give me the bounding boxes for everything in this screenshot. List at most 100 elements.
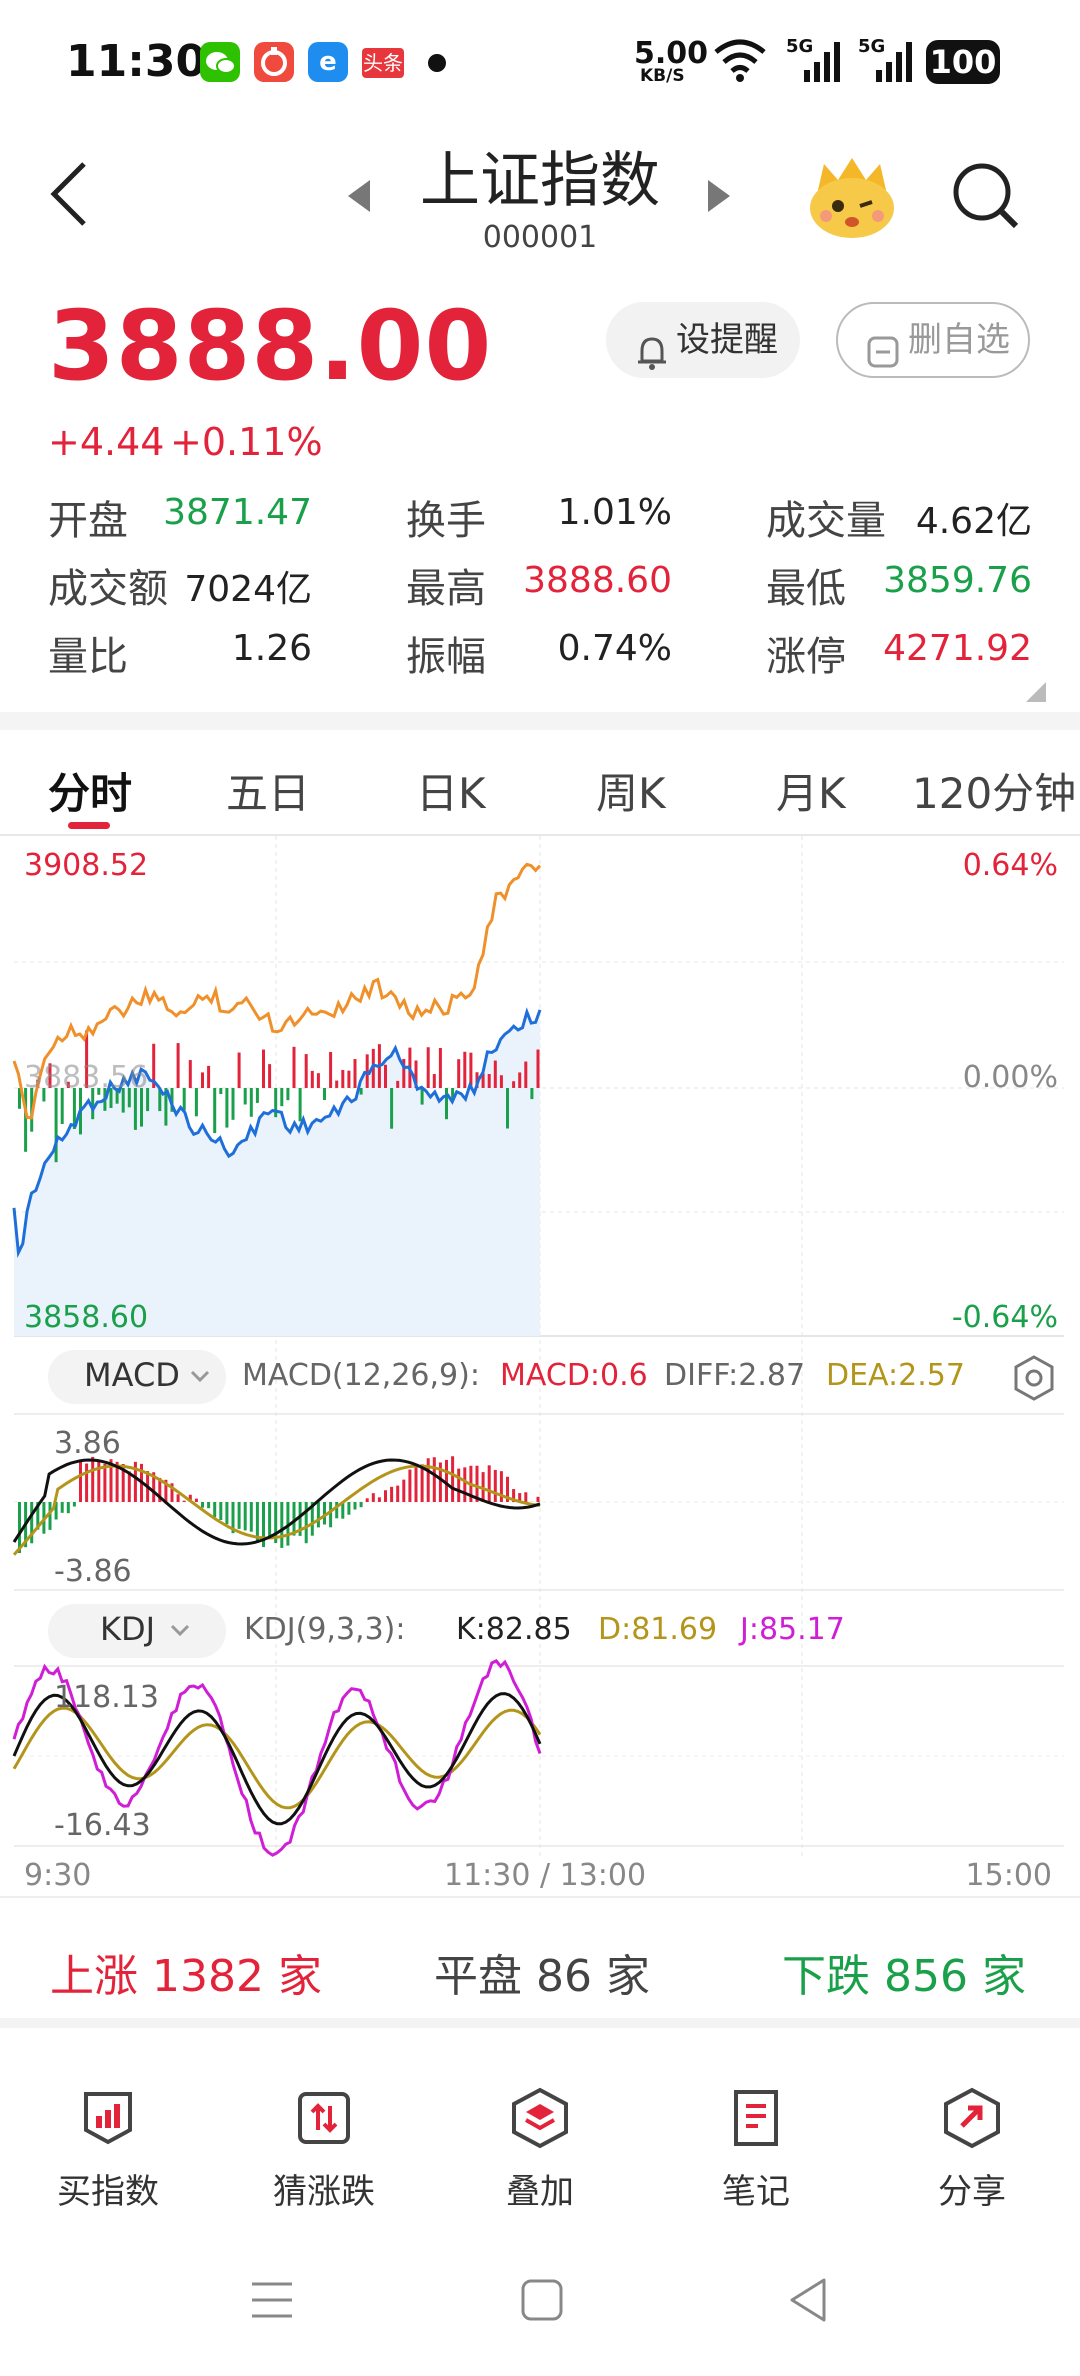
x-axis-mid: 11:30 / 13:00: [444, 1858, 647, 1893]
stat-label: 振幅: [406, 634, 486, 680]
kdj-params: KDJ(9,3,3):: [244, 1612, 406, 1647]
pct-axis-mid: 0.00%: [962, 1060, 1058, 1095]
macd-bar: [414, 1464, 418, 1503]
net-speed: 5.00: [634, 36, 709, 71]
macd-bar: [390, 1486, 394, 1503]
back-nav-icon[interactable]: [786, 2276, 830, 2328]
bottom-item-1[interactable]: 猜涨跌: [244, 2086, 404, 2213]
macd-selector-label: MACD: [84, 1356, 180, 1394]
macd-bar: [371, 1493, 375, 1502]
macd-bar: [182, 1500, 186, 1502]
menu-nav-icon[interactable]: [250, 2278, 294, 2326]
pct-axis-top: 0.64%: [962, 848, 1058, 883]
volume-bar: [347, 1070, 351, 1088]
stat-value: 4.62亿: [915, 501, 1032, 542]
volume-bar: [335, 1080, 339, 1088]
tab-0[interactable]: 分时: [48, 769, 133, 818]
next-stock-icon[interactable]: [704, 176, 734, 220]
intraday-chart[interactable]: [0, 836, 1080, 1900]
guess-icon: [298, 2092, 350, 2144]
tab-5[interactable]: 120分钟: [912, 769, 1077, 818]
macd-bar: [213, 1502, 217, 1518]
volume-bar: [310, 1070, 314, 1088]
mascot-icon[interactable]: [804, 150, 900, 246]
volume-bar: [109, 1088, 113, 1108]
volume-bar: [255, 1088, 259, 1103]
prev-stock-icon[interactable]: [344, 176, 374, 220]
bottom-item-0[interactable]: 买指数: [28, 2086, 188, 2213]
back-icon[interactable]: [44, 158, 94, 234]
settings-hex-icon[interactable]: [1012, 1354, 1056, 1406]
macd-bar: [188, 1494, 192, 1502]
volume-bar: [438, 1048, 442, 1089]
advancers[interactable]: 上涨 1382 家: [50, 1951, 322, 2002]
wifi-icon: [712, 38, 768, 86]
volume-bar: [268, 1064, 272, 1089]
volume-bar: [463, 1051, 467, 1088]
unchanged[interactable]: 平盘 86 家: [434, 1951, 650, 2002]
macd-bar: [493, 1469, 497, 1502]
bar-chart-icon: [84, 2092, 132, 2145]
price-area-fill: [14, 1009, 540, 1336]
macd-diff: DIFF:2.87: [664, 1358, 806, 1393]
macd-bar: [121, 1463, 125, 1502]
signal1-icon: [788, 38, 840, 90]
volume-bar: [286, 1088, 290, 1101]
stat-value: 0.74%: [557, 628, 672, 669]
macd-bar: [133, 1461, 137, 1502]
volume-bar: [24, 1088, 28, 1152]
price-line: [12, 1007, 542, 1258]
home-nav-icon[interactable]: [520, 2278, 564, 2326]
chevron-down-icon: [168, 1618, 192, 1646]
volume-bar: [432, 1074, 436, 1089]
macd-bar: [292, 1502, 296, 1536]
tab-3[interactable]: 周K: [596, 769, 666, 818]
expand-corner-icon[interactable]: [1024, 680, 1048, 708]
macd-bar: [432, 1457, 436, 1503]
remove-watchlist-button[interactable]: 删自选: [836, 302, 1030, 378]
net-unit: KB/S: [640, 66, 685, 86]
macd-bar: [475, 1465, 479, 1502]
macd-bar: [18, 1502, 21, 1553]
kdj-y-top: 118.13: [54, 1680, 159, 1715]
notification-dot: [428, 54, 446, 72]
bottom-item-3[interactable]: 笔记: [676, 2086, 836, 2213]
bottom-item-2[interactable]: 叠加: [460, 2086, 620, 2213]
macd-selector[interactable]: MACD: [48, 1350, 226, 1404]
volume-bar: [512, 1081, 516, 1088]
volume-bar: [164, 1088, 168, 1126]
volume-bar: [426, 1047, 430, 1089]
breadth-divider: [0, 2018, 1080, 2028]
bottom-item-4[interactable]: 分享: [892, 2086, 1052, 2213]
tab-4[interactable]: 月K: [776, 769, 846, 818]
volume-bar: [170, 1088, 174, 1112]
battery-indicator: 100: [926, 40, 1000, 84]
macd-bar: [506, 1476, 509, 1502]
stat-value: 1.01%: [557, 492, 672, 533]
volume-bar: [365, 1054, 369, 1089]
macd-bar: [451, 1456, 455, 1502]
search-icon[interactable]: [950, 160, 1022, 236]
stat-label: 换手: [406, 498, 486, 544]
decliners[interactable]: 下跌 856 家: [782, 1951, 1026, 2002]
price-change: +4.44: [48, 420, 165, 464]
volume-bar: [121, 1088, 125, 1113]
volume-bar: [42, 1088, 46, 1102]
macd-bar: [243, 1502, 247, 1531]
macd-bar: [524, 1492, 528, 1502]
volume-bar: [48, 1063, 52, 1088]
kdj-selector[interactable]: KDJ: [48, 1604, 226, 1658]
dea-line: [12, 1464, 541, 1556]
volume-bar: [524, 1061, 528, 1089]
macd-bar: [91, 1456, 95, 1503]
volume-bar: [66, 1081, 70, 1088]
volume-bar: [384, 1064, 387, 1088]
macd-bar: [85, 1463, 89, 1502]
volume-bar: [280, 1088, 284, 1107]
macd-bar: [201, 1502, 204, 1508]
macd-bar: [164, 1479, 168, 1503]
tab-1[interactable]: 五日: [226, 769, 311, 818]
avg-price-line: [12, 862, 542, 1120]
set-alert-button[interactable]: 设提醒: [606, 302, 800, 378]
tab-2[interactable]: 日K: [416, 769, 486, 818]
